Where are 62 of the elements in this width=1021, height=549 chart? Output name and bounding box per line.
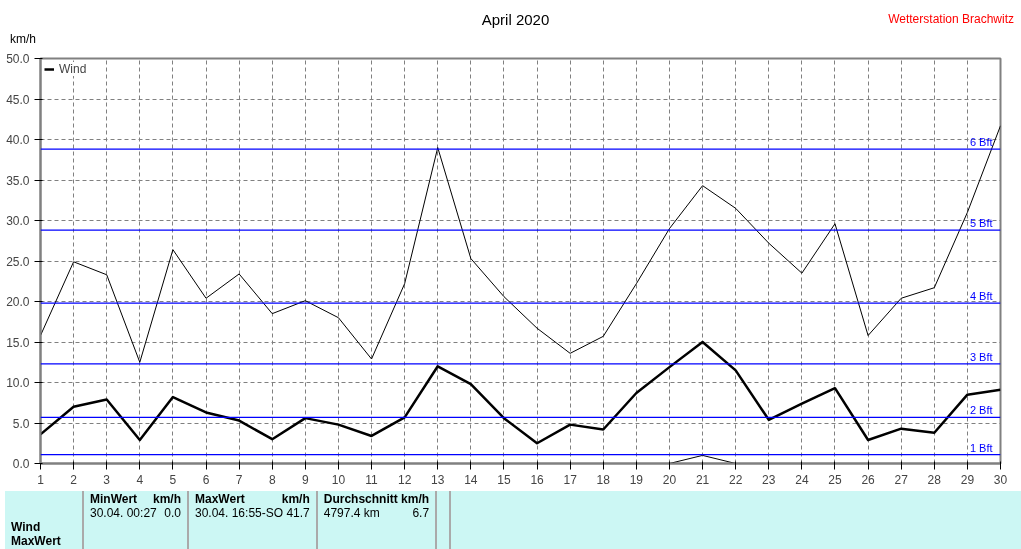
text: 30.04. 00:27 [90, 506, 157, 520]
y-tick-label: 10.0 [6, 376, 30, 390]
y-tick-label: 5.0 [12, 416, 30, 431]
x-tick-label: 9 [301, 472, 309, 487]
text: MinWert [90, 492, 138, 506]
text: Wind [11, 520, 41, 534]
text: MaxWert [11, 534, 61, 548]
x-tick-label: 18 [596, 472, 611, 487]
x-tick-label: 3 [103, 472, 111, 487]
x-tick-label: 13 [431, 472, 445, 487]
x-tick-label: 28 [927, 472, 942, 487]
y-axis-title: km/h [10, 31, 37, 48]
x-tick-label: 22 [729, 472, 743, 487]
x-tick-label: 30 [993, 472, 1008, 487]
x-tick-label: 24 [795, 472, 809, 487]
x-tick-label: 19 [629, 472, 644, 487]
x-tick-label: 8 [268, 472, 276, 487]
x-tick-label: 29 [960, 472, 975, 487]
ref-line-label: 6 Bft [969, 136, 993, 149]
text: Wetterstation Brachwitz [888, 11, 1014, 28]
x-tick-label: 14 [464, 472, 478, 487]
x-tick-label: 17 [563, 472, 578, 487]
text: Durchschnitt km/h [323, 492, 430, 506]
y-tick-label: 50.0 [6, 52, 30, 66]
y-tick-label: 25.0 [6, 254, 30, 269]
text: 4797.4 km [323, 506, 380, 520]
y-tick-label: 15.0 [6, 335, 30, 350]
text: MaxWert [195, 492, 245, 506]
ref-line-label: 3 Bft [969, 350, 993, 363]
y-tick-label: 35.0 [6, 173, 30, 188]
y-tick-label: 0.0 [12, 457, 30, 471]
y-tick-label: 45.0 [6, 92, 30, 107]
y-tick-label: 40.0 [6, 133, 30, 147]
ref-line-label: 5 Bft [969, 217, 993, 230]
text: 0.0 [164, 506, 181, 520]
ref-line-label: 1 Bft [969, 441, 993, 454]
x-tick-label: 27 [894, 472, 909, 487]
x-tick-label: 23 [762, 472, 776, 487]
text: km/h [152, 492, 181, 506]
text: 6.7 [412, 506, 430, 520]
x-tick-label: 1 [37, 472, 45, 487]
x-tick-label: 16 [530, 472, 545, 487]
x-tick-label: 10 [331, 472, 346, 487]
chart-title: April 2020 [481, 11, 550, 28]
x-tick-label: 5 [169, 472, 177, 487]
x-tick-label: 2 [70, 472, 78, 487]
ref-line-label: 4 Bft [969, 290, 993, 303]
x-tick-label: 25 [828, 472, 842, 487]
x-tick-label: 6 [202, 472, 210, 487]
y-tick-label: 30.0 [6, 214, 30, 228]
x-tick-label: 4 [136, 472, 144, 487]
x-tick-label: 21 [695, 472, 710, 487]
ref-line-label: 2 Bft [969, 404, 993, 417]
x-tick-label: 26 [861, 472, 876, 487]
x-tick-label: 11 [365, 472, 379, 487]
x-tick-label: 7 [235, 472, 243, 487]
legend-label: Wind [59, 62, 87, 76]
x-tick-label: 20 [662, 472, 677, 487]
x-tick-label: 15 [497, 472, 511, 487]
x-tick-label: 12 [397, 472, 412, 487]
y-tick-label: 20.0 [6, 295, 30, 309]
text: km/h [281, 492, 310, 506]
